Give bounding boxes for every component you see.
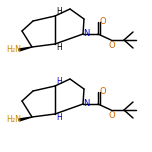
Text: H: H <box>56 7 62 17</box>
Polygon shape <box>19 47 32 51</box>
Polygon shape <box>19 117 32 121</box>
Text: N: N <box>83 98 89 107</box>
Text: O: O <box>109 112 115 121</box>
Text: H₂N: H₂N <box>7 116 21 124</box>
Text: H: H <box>56 43 62 52</box>
Text: O: O <box>100 17 106 26</box>
Text: O: O <box>100 86 106 95</box>
Text: N: N <box>83 29 89 38</box>
Text: H: H <box>56 114 62 123</box>
Text: O: O <box>109 41 115 50</box>
Text: H: H <box>56 78 62 86</box>
Text: H₂N: H₂N <box>7 45 21 55</box>
